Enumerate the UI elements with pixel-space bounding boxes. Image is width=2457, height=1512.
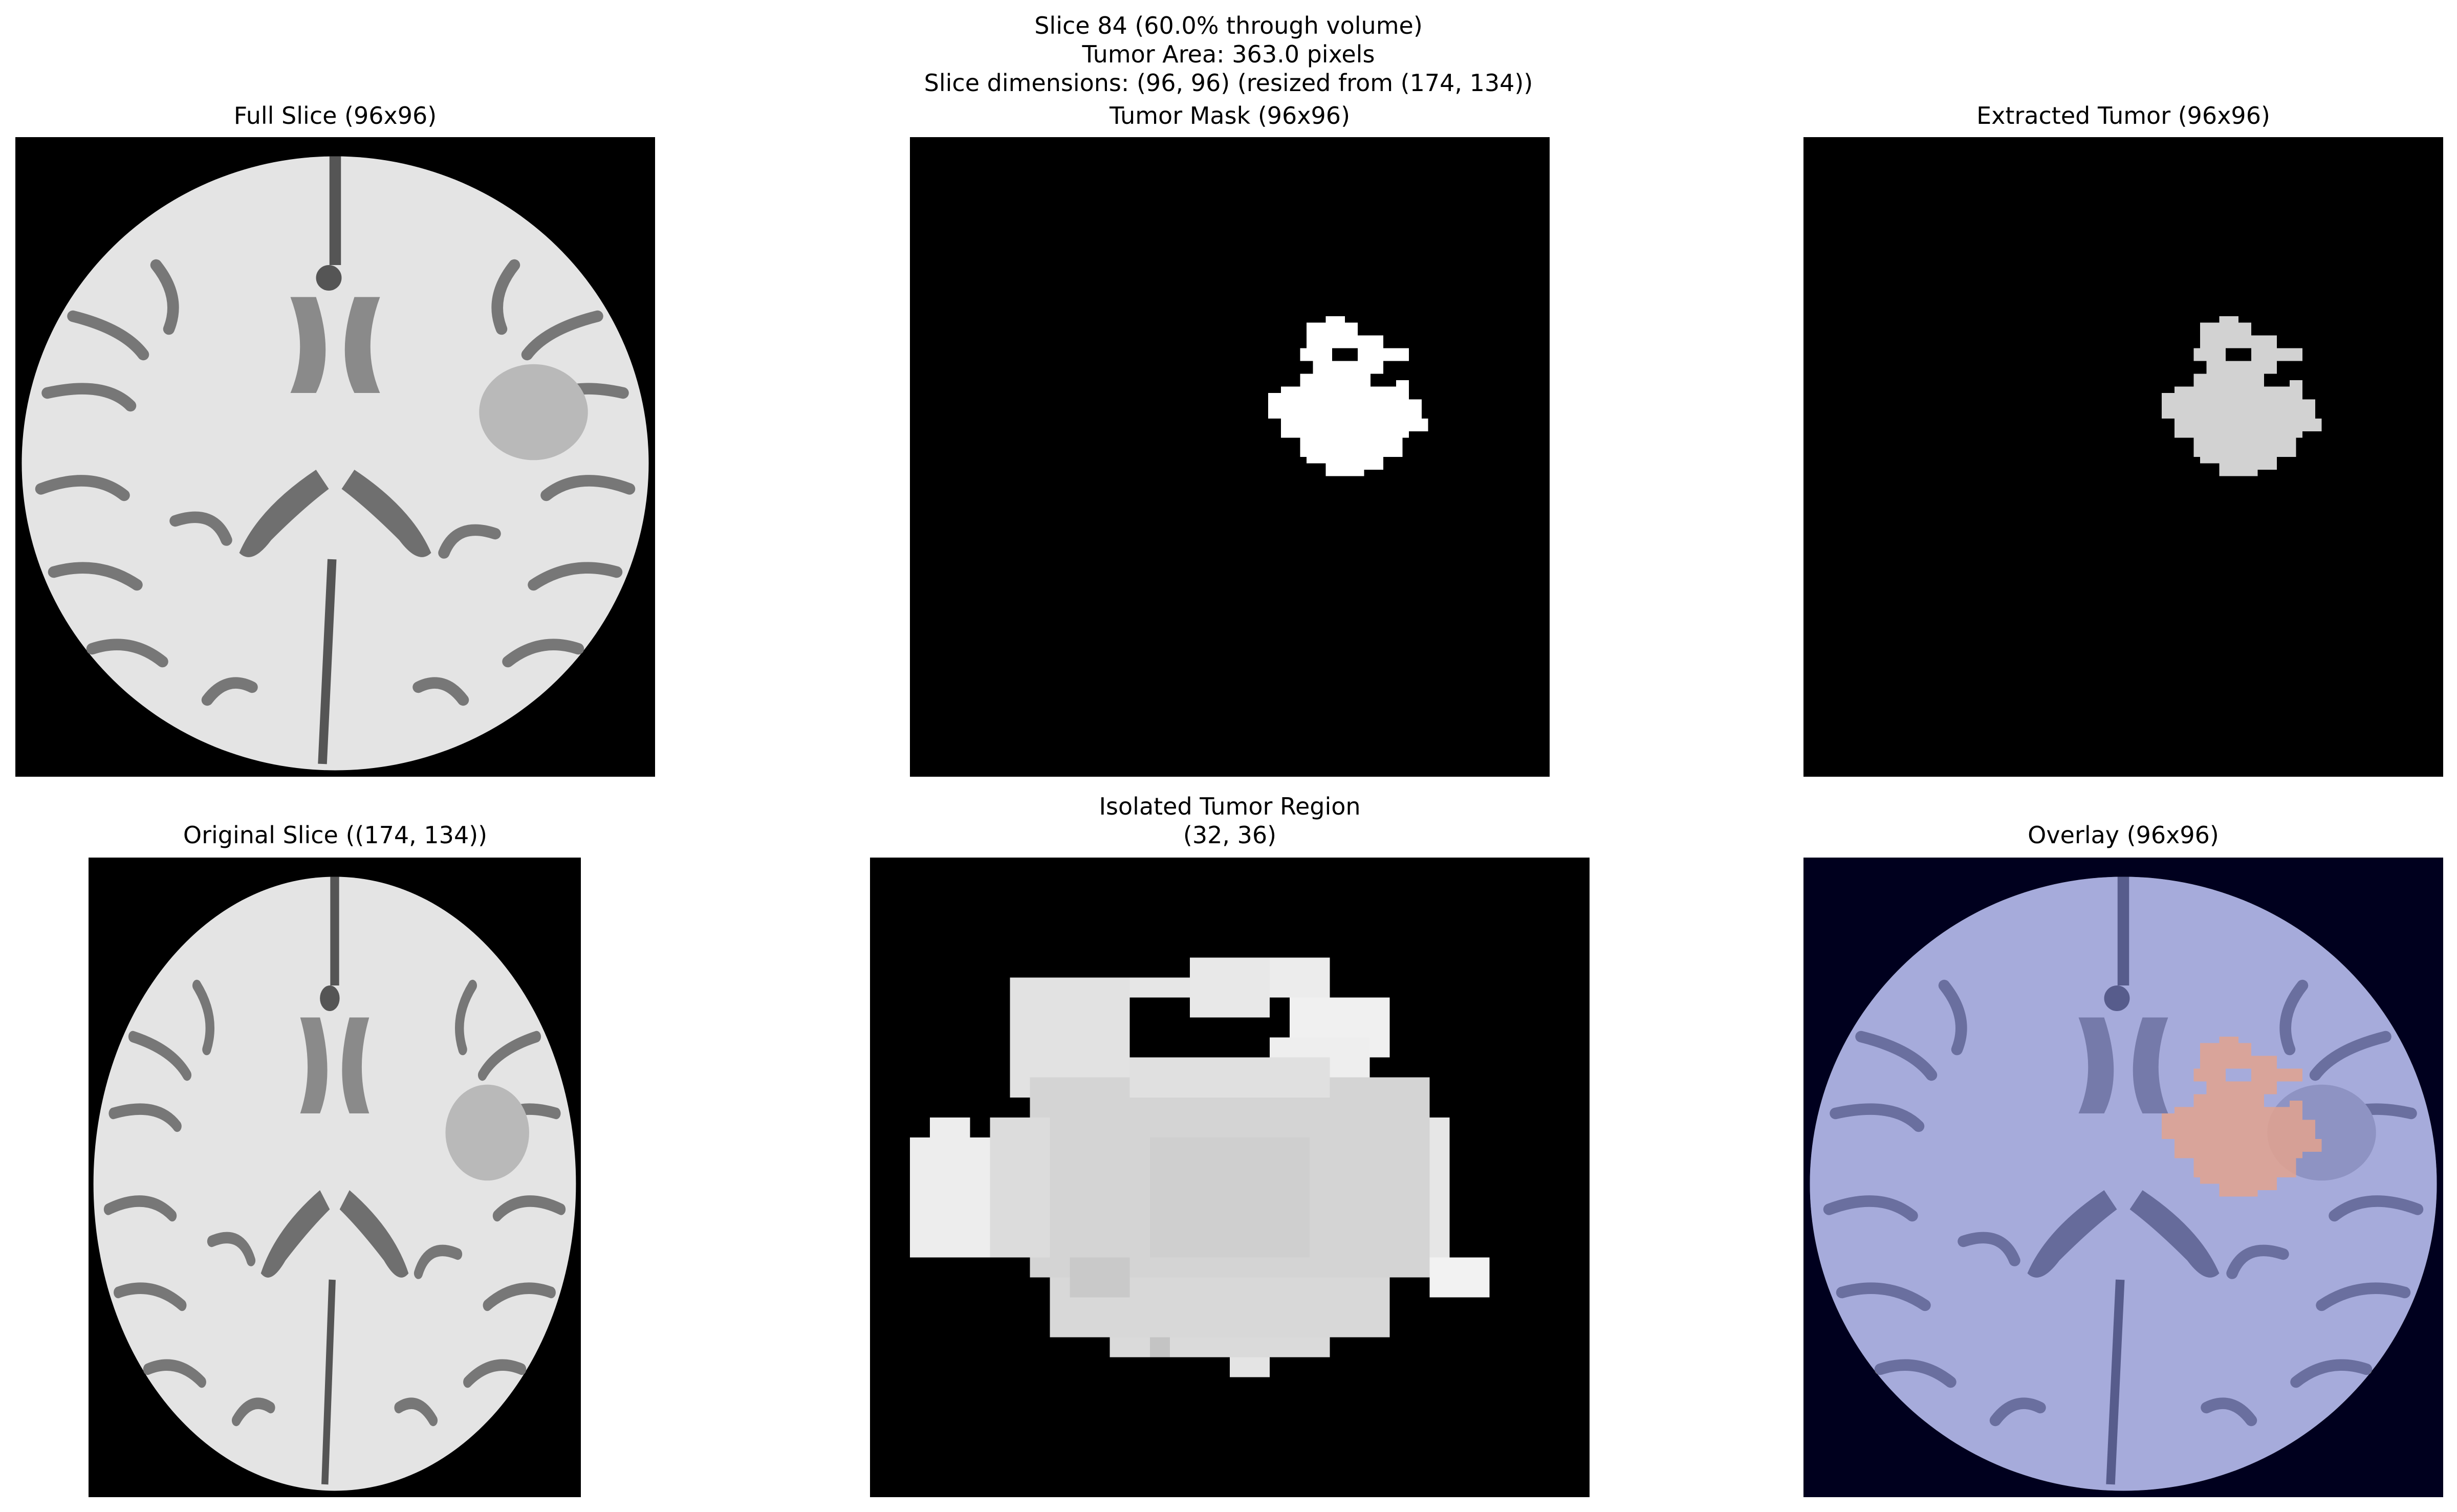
isolated-region-title: Isolated Tumor Region (32, 36) xyxy=(870,792,1590,849)
full-slice-image xyxy=(15,137,655,777)
extracted-tumor-image xyxy=(1803,137,2443,777)
overlay-image xyxy=(1803,858,2443,1497)
suptitle-line-dimensions: Slice dimensions: (96, 96) (resized from… xyxy=(924,69,1533,97)
overlay-title: Overlay (96x96) xyxy=(2028,821,2219,849)
original-slice-title: Original Slice ((174, 134)) xyxy=(183,821,488,849)
isolated-region-title-line1: Isolated Tumor Region xyxy=(1099,793,1361,820)
isolated-region-title-line2: (32, 36) xyxy=(1183,821,1277,849)
tumor-mask-image xyxy=(910,137,1550,777)
isolated-region-image xyxy=(870,858,1590,1497)
suptitle-line-area: Tumor Area: 363.0 pixels xyxy=(1082,40,1375,68)
extracted-tumor-title: Extracted Tumor (96x96) xyxy=(1976,102,2270,129)
original-slice-image xyxy=(89,858,581,1497)
full-slice-title: Full Slice (96x96) xyxy=(233,102,437,129)
figure-suptitle: Slice 84 (60.0% through volume) Tumor Ar… xyxy=(0,11,2457,97)
tumor-mask-title: Tumor Mask (96x96) xyxy=(1109,102,1351,129)
suptitle-line-slice: Slice 84 (60.0% through volume) xyxy=(1034,12,1423,39)
